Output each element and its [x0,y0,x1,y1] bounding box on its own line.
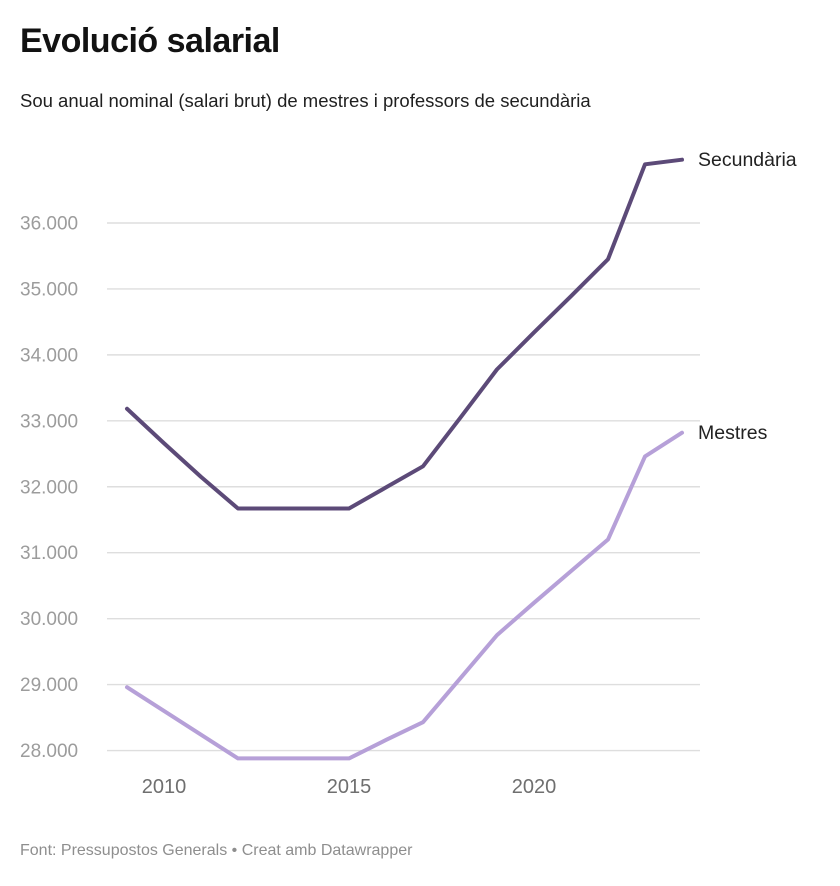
series-line-secundaria [125,157,684,511]
y-axis-tick-label: 34.000 [20,345,78,366]
y-axis-tick-label: 32.000 [20,477,78,498]
series-label-secundaria: Secundària [698,149,797,171]
chart-title: Evolució salarial [20,22,280,60]
x-axis-tick-label: 2015 [327,776,372,798]
y-axis-tick-label: 28.000 [20,741,78,762]
series-label-mestres: Mestres [698,422,768,444]
y-axis-tick-label: 30.000 [20,609,78,630]
chart-subtitle: Sou anual nominal (salari brut) de mestr… [20,90,591,111]
y-axis-tick-label: 29.000 [20,675,78,696]
y-axis-tick-label: 31.000 [20,543,78,564]
series-line-mestres [125,430,684,761]
y-axis-tick-label: 36.000 [20,214,78,235]
y-axis-tick-label: 35.000 [20,279,78,300]
y-axis-tick-label: 33.000 [20,411,78,432]
x-axis-tick-label: 2020 [512,776,557,798]
chart-footer: Font: Pressupostos Generals • Creat amb … [20,842,413,859]
x-axis-tick-label: 2010 [142,776,187,798]
